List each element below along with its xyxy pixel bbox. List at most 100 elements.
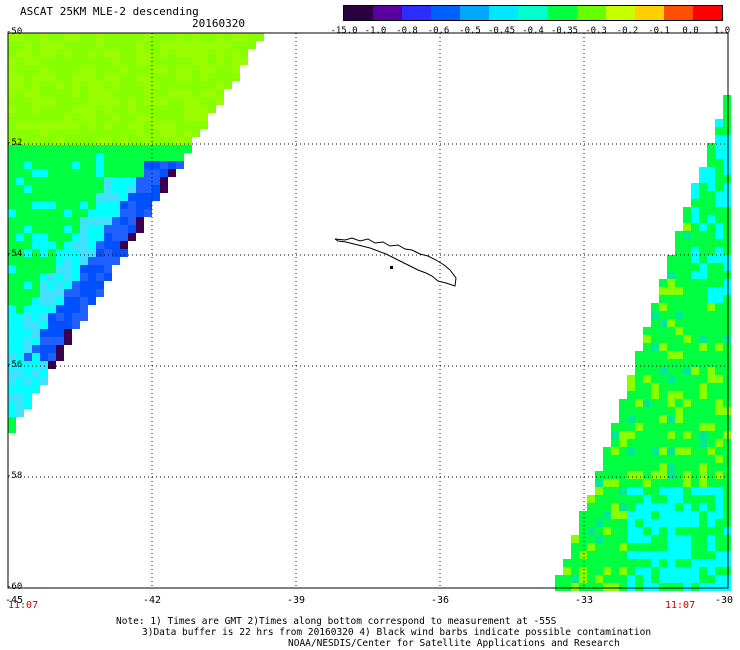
swath-cell xyxy=(723,463,731,471)
swath-cell xyxy=(72,233,80,241)
swath-cell xyxy=(699,215,707,223)
swath-cell xyxy=(96,185,104,193)
swath-cell xyxy=(24,121,32,129)
swath-cell xyxy=(707,559,715,567)
swath-cell xyxy=(128,217,136,225)
color-scale-tick-label: -0.3 xyxy=(585,26,607,36)
swath-cell xyxy=(675,383,683,391)
swath-cell xyxy=(104,81,112,89)
swath-cell xyxy=(224,41,232,49)
swath-cell xyxy=(723,383,731,391)
swath-cell xyxy=(643,375,651,383)
swath-cell xyxy=(72,73,80,81)
swath-cell xyxy=(104,241,112,249)
swath-cell xyxy=(691,391,699,399)
swath-cell xyxy=(184,41,192,49)
swath-cell xyxy=(707,319,715,327)
swath-cell xyxy=(715,143,723,151)
swath-cell xyxy=(16,257,24,265)
swath-cell xyxy=(24,305,32,313)
color-scale-segment xyxy=(547,6,577,20)
swath-cell xyxy=(176,57,184,65)
swath-cell xyxy=(611,431,619,439)
swath-cell xyxy=(651,367,659,375)
swath-cell xyxy=(32,353,40,361)
swath-cell xyxy=(72,81,80,89)
swath-cell xyxy=(128,137,136,145)
swath-cell xyxy=(160,145,168,153)
swath-cell xyxy=(635,527,643,535)
swath-cell xyxy=(8,193,16,201)
islet-marker xyxy=(390,266,393,269)
swath-cell xyxy=(128,153,136,161)
swath-cell xyxy=(699,199,707,207)
swath-cell xyxy=(643,471,651,479)
swath-cell xyxy=(723,455,731,463)
swath-cell xyxy=(40,225,48,233)
swath-cell xyxy=(112,33,120,41)
swath-cell xyxy=(683,335,691,343)
swath-cell xyxy=(659,535,667,543)
swath-cell xyxy=(232,33,240,41)
swath-cell xyxy=(136,169,144,177)
swath-cell xyxy=(16,121,24,129)
swath-cell xyxy=(723,535,731,543)
swath-cell xyxy=(707,551,715,559)
note-line-1: Note: 1) Times are GMT 2)Times along bot… xyxy=(116,616,557,627)
swath-cell xyxy=(683,575,691,583)
swath-cell xyxy=(48,121,56,129)
swath-cell xyxy=(8,81,16,89)
swath-cell xyxy=(144,105,152,113)
swath-cell xyxy=(651,487,659,495)
swath-cell xyxy=(707,511,715,519)
swath-cell xyxy=(707,351,715,359)
swath-cell xyxy=(723,303,731,311)
swath-cell xyxy=(707,567,715,575)
swath-cell xyxy=(120,137,128,145)
swath-cell xyxy=(48,321,56,329)
swath-cell xyxy=(24,401,32,409)
swath-cell xyxy=(699,335,707,343)
swath-cell xyxy=(176,73,184,81)
swath-cell xyxy=(160,73,168,81)
swath-cell xyxy=(643,351,651,359)
swath-cell xyxy=(683,415,691,423)
latitude-label: -56 xyxy=(6,360,23,370)
swath-cell xyxy=(112,97,120,105)
swath-cell xyxy=(579,583,587,591)
swath-cell xyxy=(112,201,120,209)
swath-cell xyxy=(611,503,619,511)
color-scale-tick-label: -0.1 xyxy=(648,26,670,36)
swath-cell xyxy=(699,303,707,311)
swath-cell xyxy=(152,169,160,177)
swath-cell xyxy=(675,367,683,375)
swath-cell xyxy=(715,415,723,423)
swath-cell xyxy=(120,57,128,65)
swath-cell xyxy=(96,257,104,265)
swath-cell xyxy=(184,33,192,41)
swath-cell xyxy=(699,311,707,319)
swath-cell xyxy=(619,479,627,487)
swath-cell xyxy=(715,535,723,543)
swath-cell xyxy=(667,439,675,447)
swath-cell xyxy=(112,65,120,73)
swath-cell xyxy=(619,487,627,495)
swath-cell xyxy=(192,113,200,121)
swath-cell xyxy=(635,351,643,359)
swath-cell xyxy=(707,399,715,407)
swath-cell xyxy=(216,73,224,81)
swath-cell xyxy=(715,431,723,439)
swath-cell xyxy=(707,295,715,303)
swath-cell xyxy=(80,209,88,217)
swath-cell xyxy=(619,455,627,463)
swath-cell xyxy=(667,479,675,487)
swath-cell xyxy=(40,65,48,73)
swath-cell xyxy=(667,551,675,559)
swath-cell xyxy=(635,519,643,527)
swath-cell xyxy=(8,329,16,337)
swath-cell xyxy=(723,167,731,175)
swath-cell xyxy=(144,41,152,49)
swath-cell xyxy=(723,351,731,359)
swath-cell xyxy=(707,175,715,183)
swath-cell xyxy=(48,209,56,217)
